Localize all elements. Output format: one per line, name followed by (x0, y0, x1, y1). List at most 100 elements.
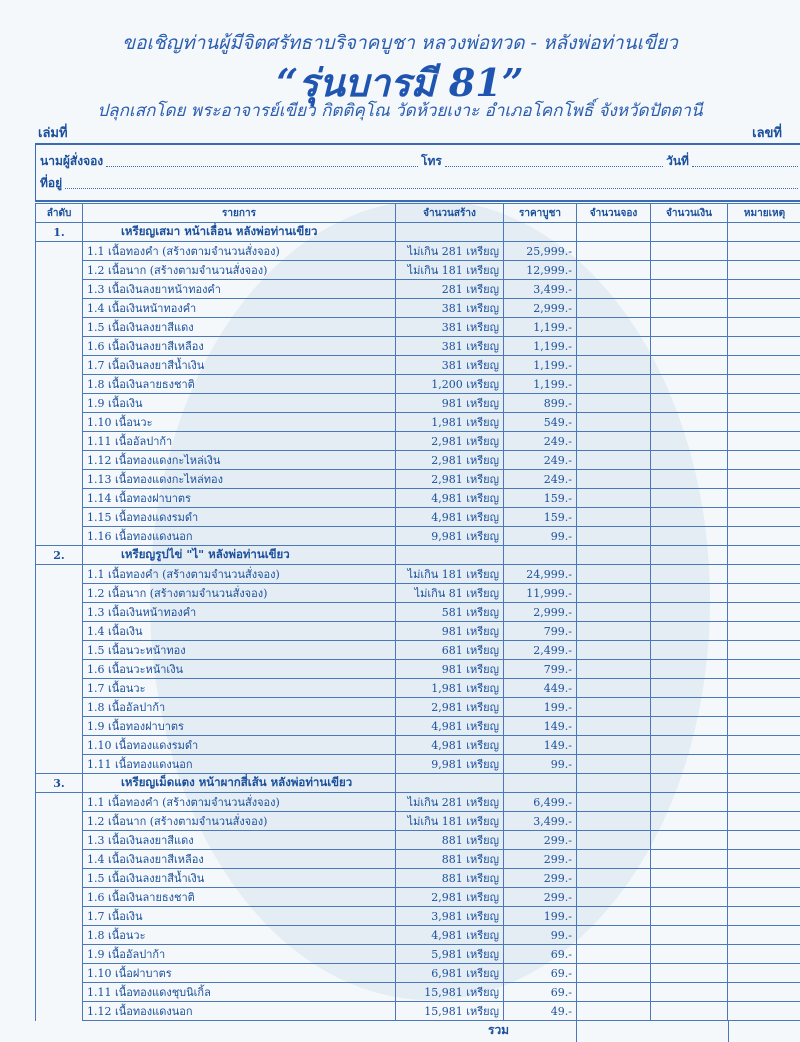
amount-cell[interactable] (650, 678, 728, 698)
amount-cell[interactable] (650, 545, 728, 565)
reserved-qty-cell[interactable] (576, 431, 651, 451)
reserved-qty-cell[interactable] (576, 621, 651, 641)
reserved-qty-cell[interactable] (576, 526, 651, 546)
reserved-qty-cell[interactable] (576, 545, 651, 565)
remark-cell[interactable] (727, 925, 800, 945)
amount-cell[interactable] (650, 526, 728, 546)
amount-cell[interactable] (650, 222, 728, 242)
amount-cell[interactable] (650, 849, 728, 869)
remark-cell[interactable] (727, 792, 800, 812)
amount-cell[interactable] (650, 659, 728, 679)
amount-cell[interactable] (650, 412, 728, 432)
remark-cell[interactable] (727, 1001, 800, 1021)
remark-cell[interactable] (727, 868, 800, 888)
reserved-qty-cell[interactable] (576, 469, 651, 489)
phone-field[interactable] (444, 166, 664, 167)
amount-cell[interactable] (650, 260, 728, 280)
remark-cell[interactable] (727, 545, 800, 565)
remark-cell[interactable] (727, 507, 800, 527)
reserved-qty-cell[interactable] (576, 830, 651, 850)
reserved-qty-cell[interactable] (576, 716, 651, 736)
remark-cell[interactable] (727, 640, 800, 660)
name-field[interactable] (106, 166, 419, 167)
reserved-qty-cell[interactable] (576, 298, 651, 318)
remark-cell[interactable] (727, 374, 800, 394)
amount-cell[interactable] (650, 298, 728, 318)
amount-cell[interactable] (650, 735, 728, 755)
amount-cell[interactable] (650, 925, 728, 945)
reserved-qty-cell[interactable] (576, 925, 651, 945)
reserved-qty-cell[interactable] (576, 583, 651, 603)
amount-cell[interactable] (650, 982, 728, 1002)
amount-cell[interactable] (650, 773, 728, 793)
amount-cell[interactable] (650, 393, 728, 413)
reserved-qty-cell[interactable] (576, 507, 651, 527)
amount-cell[interactable] (650, 1001, 728, 1021)
remark-cell[interactable] (727, 830, 800, 850)
reserved-qty-cell[interactable] (576, 564, 651, 584)
remark-cell[interactable] (727, 488, 800, 508)
amount-cell[interactable] (650, 602, 728, 622)
reserved-qty-cell[interactable] (576, 678, 651, 698)
reserved-qty-cell[interactable] (576, 488, 651, 508)
remark-cell[interactable] (727, 887, 800, 907)
reserved-qty-cell[interactable] (576, 317, 651, 337)
reserved-qty-cell[interactable] (576, 982, 651, 1002)
amount-cell[interactable] (650, 450, 728, 470)
amount-cell[interactable] (650, 564, 728, 584)
remark-cell[interactable] (727, 944, 800, 964)
remark-cell[interactable] (727, 811, 800, 831)
remark-cell[interactable] (727, 564, 800, 584)
reserved-qty-cell[interactable] (576, 1001, 651, 1021)
remark-cell[interactable] (727, 849, 800, 869)
reserved-qty-cell[interactable] (576, 659, 651, 679)
reserved-qty-cell[interactable] (576, 336, 651, 356)
remark-cell[interactable] (727, 697, 800, 717)
reserved-qty-cell[interactable] (576, 735, 651, 755)
remark-cell[interactable] (727, 678, 800, 698)
remark-cell[interactable] (727, 298, 800, 318)
amount-cell[interactable] (650, 241, 728, 261)
reserved-qty-cell[interactable] (576, 811, 651, 831)
remark-cell[interactable] (727, 583, 800, 603)
amount-cell[interactable] (650, 507, 728, 527)
remark-cell[interactable] (727, 659, 800, 679)
amount-cell[interactable] (650, 754, 728, 774)
remark-cell[interactable] (727, 754, 800, 774)
reserved-qty-cell[interactable] (576, 697, 651, 717)
total-amount-field[interactable] (576, 1020, 729, 1042)
reserved-qty-cell[interactable] (576, 450, 651, 470)
reserved-qty-cell[interactable] (576, 412, 651, 432)
remark-cell[interactable] (727, 469, 800, 489)
reserved-qty-cell[interactable] (576, 887, 651, 907)
amount-cell[interactable] (650, 697, 728, 717)
reserved-qty-cell[interactable] (576, 222, 651, 242)
remark-cell[interactable] (727, 526, 800, 546)
remark-cell[interactable] (727, 735, 800, 755)
remark-cell[interactable] (727, 336, 800, 356)
reserved-qty-cell[interactable] (576, 792, 651, 812)
amount-cell[interactable] (650, 583, 728, 603)
remark-cell[interactable] (727, 412, 800, 432)
remark-cell[interactable] (727, 222, 800, 242)
reserved-qty-cell[interactable] (576, 393, 651, 413)
remark-cell[interactable] (727, 621, 800, 641)
remark-cell[interactable] (727, 450, 800, 470)
reserved-qty-cell[interactable] (576, 868, 651, 888)
amount-cell[interactable] (650, 488, 728, 508)
amount-cell[interactable] (650, 830, 728, 850)
reserved-qty-cell[interactable] (576, 849, 651, 869)
amount-cell[interactable] (650, 963, 728, 983)
amount-cell[interactable] (650, 469, 728, 489)
reserved-qty-cell[interactable] (576, 279, 651, 299)
amount-cell[interactable] (650, 355, 728, 375)
amount-cell[interactable] (650, 431, 728, 451)
remark-cell[interactable] (727, 393, 800, 413)
remark-cell[interactable] (727, 317, 800, 337)
amount-cell[interactable] (650, 792, 728, 812)
remark-cell[interactable] (727, 906, 800, 926)
amount-cell[interactable] (650, 336, 728, 356)
remark-cell[interactable] (727, 963, 800, 983)
remark-cell[interactable] (727, 773, 800, 793)
reserved-qty-cell[interactable] (576, 260, 651, 280)
